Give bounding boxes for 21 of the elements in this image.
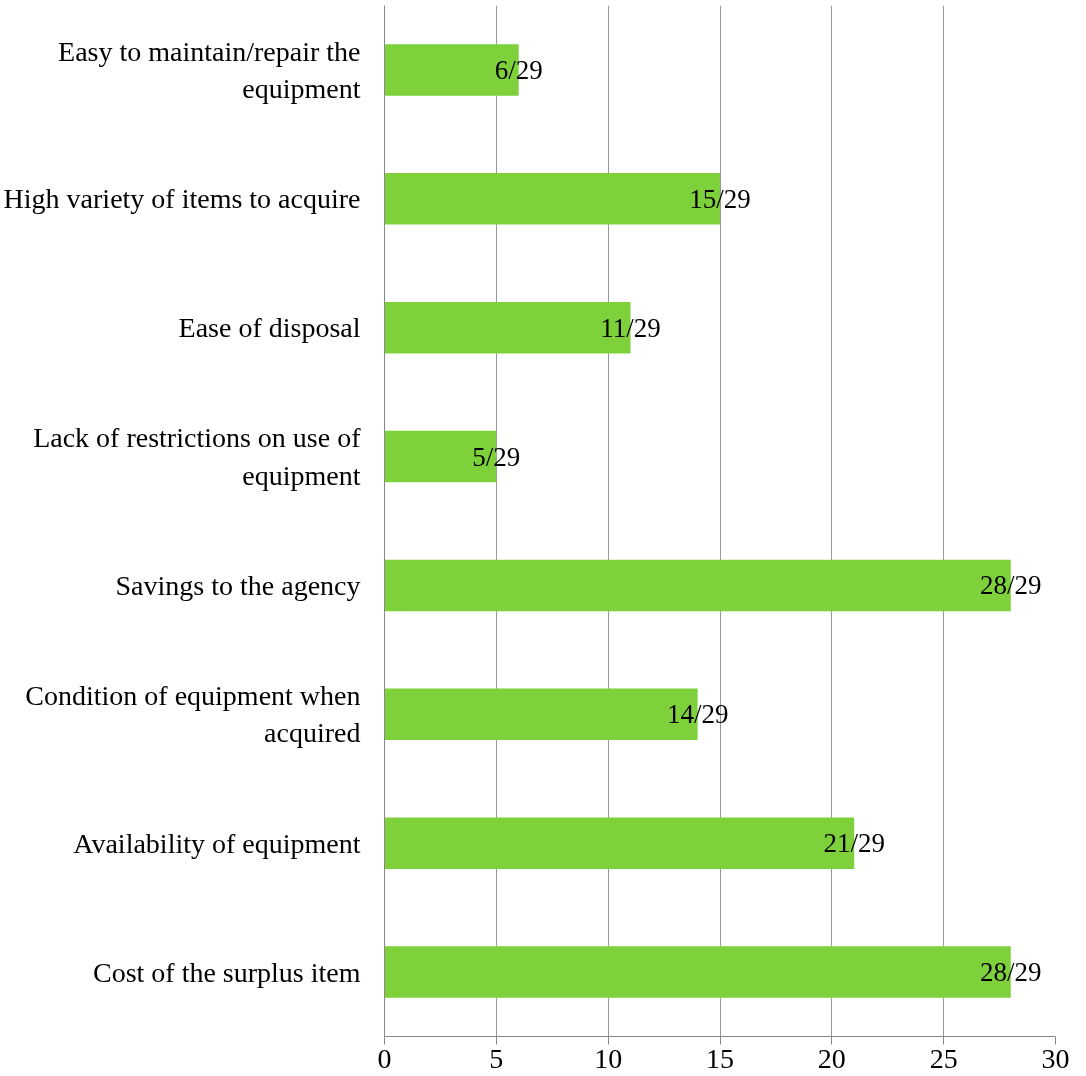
y-tick-label: Lack of restrictions on use of equipment [33,422,362,491]
data-label: 6/29 [494,54,543,85]
data-label: 15/29 [689,183,751,214]
y-tick-label: Availability of equipment [73,827,361,859]
y-tick-label: Savings to the agency [115,569,361,601]
y-tick-label: Easy to maintain/repair the equipment [58,35,361,105]
y-tick-label: Cost of the surplus item [92,956,361,988]
x-tick-label: 25 [929,1042,958,1074]
data-label: 21/29 [823,828,885,859]
data-label: 28/29 [980,957,1042,988]
y-tick-label: Condition of equipment when acquired [25,680,361,749]
x-tick-label: 30 [1041,1042,1070,1074]
data-label: 14/29 [666,699,729,730]
x-tick-label: 5 [489,1042,504,1074]
x-tick-label: 15 [706,1042,734,1074]
data-label: 28/29 [980,570,1042,601]
x-tick-label: 0 [377,1042,392,1074]
x-tick-label: 20 [817,1042,846,1074]
y-tick-label: Ease of disposal [178,312,361,344]
x-tick-label: 10 [594,1042,623,1074]
y-tick-label: High variety of items to acquire [3,183,361,215]
